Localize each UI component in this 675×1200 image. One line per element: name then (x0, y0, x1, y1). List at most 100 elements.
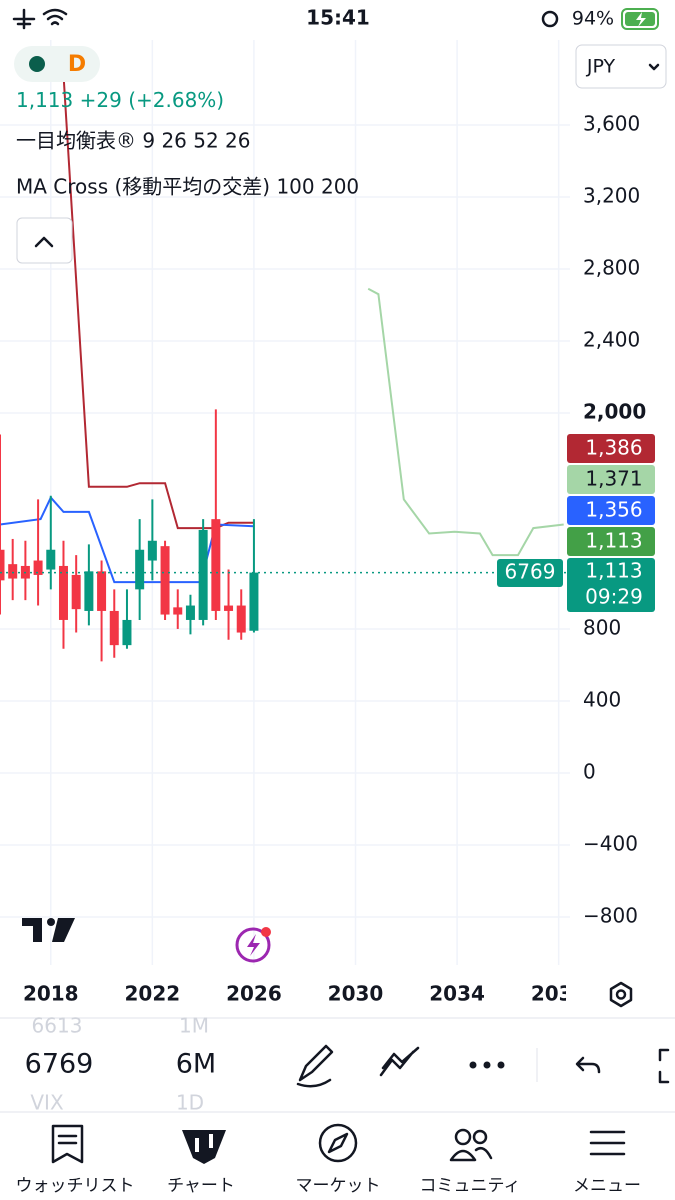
y-tick-label: −800 (583, 903, 638, 927)
alert-icon[interactable] (235, 927, 271, 963)
symbol-option[interactable]: VIX (30, 1091, 64, 1115)
draw-tool[interactable] (296, 1044, 334, 1088)
plot (0, 74, 567, 662)
y-tick-label: −400 (583, 831, 638, 855)
interval-selected[interactable]: 6M (176, 1049, 216, 1080)
dropdown-icon (648, 63, 660, 71)
candle-body (185, 605, 195, 620)
undo-button[interactable] (575, 1056, 601, 1074)
tab-label[interactable]: マーケット (296, 1176, 381, 1196)
indicator-ma-cross[interactable]: MA Cross (移動平均の交差) 100 200 (16, 175, 359, 199)
candle-body (33, 560, 43, 575)
x-tick-label: 2034 (429, 982, 485, 1006)
candle-body (173, 607, 183, 615)
y-tick-label: 2,400 (583, 327, 640, 351)
change: +29 (80, 88, 122, 112)
grid (0, 40, 570, 965)
chart-icon-candles (195, 1134, 213, 1152)
price-tag (567, 434, 655, 463)
status-dot (29, 56, 45, 72)
x-tick-label: 2022 (125, 982, 181, 1006)
candle-body (211, 519, 221, 611)
fullscreen-button[interactable] (658, 1048, 670, 1084)
candle-body (236, 605, 246, 633)
last-price-tag (567, 558, 655, 612)
indicator-line (0, 495, 254, 584)
line-tool[interactable] (379, 1046, 420, 1077)
candle-body (8, 564, 18, 579)
interval-option[interactable]: 1M (179, 1014, 209, 1038)
price-tag-label: 1,371 (585, 467, 642, 491)
candle-body (84, 571, 94, 611)
interval-badge: D (68, 52, 86, 77)
price-tag-label: 1,356 (585, 498, 642, 522)
candle-body (147, 540, 157, 561)
battery-outline (621, 8, 659, 30)
candle-body (109, 610, 119, 646)
community-icon[interactable] (454, 1128, 472, 1146)
candle-body (46, 549, 56, 570)
market-icon[interactable] (318, 1123, 358, 1163)
more-icon (483, 1061, 491, 1069)
price-tag (567, 496, 655, 525)
x-tick-label: 2018 (23, 982, 79, 1006)
x-axis: 2018 2022 2026 2030 2034 2038 (23, 982, 587, 1006)
change-pct: (+2.68%) (128, 88, 224, 112)
battery-percent: 94% (572, 8, 614, 30)
candle-body (0, 549, 5, 581)
notification-dot (261, 927, 271, 937)
tab-label[interactable]: コミュニティ (420, 1176, 521, 1196)
tab-bar: ウォッチリスト チャート マーケット コミュニティ メニュー (16, 1176, 642, 1196)
compass-needle (327, 1132, 349, 1154)
interval-pill[interactable] (14, 46, 100, 82)
charging-icon (636, 12, 646, 27)
community-icon-body (449, 1147, 493, 1162)
watchlist-icon[interactable] (51, 1124, 84, 1164)
price-tag (567, 527, 655, 556)
symbol-option[interactable]: 6613 (32, 1014, 83, 1038)
last-price-label: 1,113 (585, 559, 642, 583)
y-tick-label: 400 (583, 687, 621, 711)
countdown: 09:29 (585, 585, 643, 609)
candle-body (71, 574, 81, 610)
chart-icon[interactable] (182, 1130, 226, 1164)
chevron-up-icon (34, 236, 54, 248)
settings-icon[interactable] (609, 981, 633, 1008)
quote-line: 1,113 +29 (+2.68%) (16, 88, 224, 112)
x-tick-label: 2038 (531, 982, 587, 1006)
menu-icon[interactable] (589, 1130, 626, 1156)
y-tick-label: 800 (583, 615, 621, 639)
y-tick-label: 3,600 (583, 111, 640, 135)
airplane-icon (12, 8, 36, 30)
quote: 1,113 (16, 88, 73, 112)
y-tick-label: 2,000 (583, 399, 646, 423)
more-icon[interactable] (469, 1061, 477, 1069)
candle-body (160, 546, 170, 615)
candle-body (97, 571, 107, 611)
indicator-line (367, 287, 564, 557)
collapse-button[interactable] (16, 217, 73, 264)
candle-body (198, 529, 208, 620)
tab-label[interactable]: チャート (167, 1176, 235, 1196)
symbol-selected[interactable]: 6769 (25, 1049, 94, 1080)
y-tick-label: 0 (583, 759, 596, 783)
clock: 15:41 (306, 6, 370, 30)
interval-option[interactable]: 1D (176, 1091, 204, 1115)
y-tick-label: 2,800 (583, 255, 640, 279)
candle-body (135, 549, 145, 590)
candle-body (249, 572, 259, 631)
tradingview-logo (22, 918, 75, 942)
currency-button[interactable] (575, 44, 667, 89)
lightning-icon (247, 934, 260, 956)
wifi-icon (42, 8, 68, 26)
y-axis: −800 −400 0 400 800 2,000 2,400 2,800 3,200 3,600… (497, 111, 655, 927)
status-bar: 15:41 94% (12, 6, 659, 30)
y-tick-label: 3,200 (583, 183, 640, 207)
tab-label[interactable]: ウォッチリスト (16, 1176, 135, 1196)
indicator-ichimoku[interactable]: 一目均衡表® 9 26 52 26 (16, 129, 251, 153)
currency: JPY (586, 56, 616, 78)
candle-body (58, 565, 68, 620)
symbol-label: 6769 (505, 560, 556, 584)
tab-label[interactable]: メニュー (573, 1176, 641, 1196)
